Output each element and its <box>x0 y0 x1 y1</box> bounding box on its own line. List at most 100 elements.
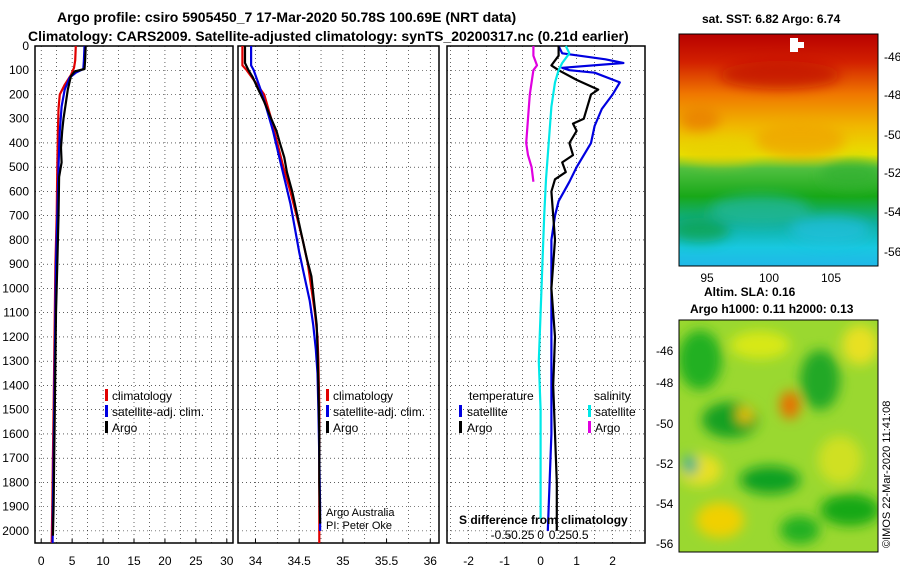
diff-legend-sal-satellite-label: satellite <box>595 405 636 419</box>
x-tick-label-salinity: -0.5 <box>491 528 512 542</box>
y-tick-label: 1100 <box>3 306 29 320</box>
y-tick-label: 400 <box>9 136 29 150</box>
x-tick-label: 10 <box>96 554 110 568</box>
imos-watermark: ©IMOS 22-Mar-2020 11:41:08 <box>881 401 893 548</box>
sst-y-tick-label: -50 <box>884 128 900 142</box>
credit-line2: PI: Peter Oke <box>326 520 392 532</box>
x-tick-label: 25 <box>189 554 203 568</box>
sla-y-tick-label: -52 <box>656 457 674 471</box>
x-tick-label: 20 <box>158 554 172 568</box>
legend-argo-label: Argo <box>112 421 138 435</box>
x-tick-label: 34 <box>249 554 263 568</box>
y-tick-label: 900 <box>9 257 29 271</box>
sst-y-tick-label: -48 <box>884 88 900 102</box>
y-tick-label: 300 <box>9 112 29 126</box>
series-argo <box>51 45 87 536</box>
sla-map-title-line1: Altim. SLA: 0.16 <box>704 285 796 299</box>
salinity-legend-argo-swatch <box>326 421 329 433</box>
y-tick-label: 1900 <box>2 500 29 514</box>
legend-argo-swatch <box>105 421 108 433</box>
y-tick-label: 0 <box>22 39 29 53</box>
x-tick-label: 35.5 <box>375 554 399 568</box>
x-tick-label-salinity: 0 <box>537 528 544 542</box>
grid-layer <box>35 45 645 543</box>
y-tick-label: 100 <box>9 63 29 77</box>
salinity-legend-climatology-label: climatology <box>333 389 393 403</box>
y-tick-label: 1200 <box>2 330 29 344</box>
diff-legend-temp-argo-swatch <box>459 421 462 433</box>
diff-legend-temp-satellite-label: satellite <box>467 405 508 419</box>
y-tick-label: 1300 <box>2 354 29 368</box>
sla-y-tick-label: -50 <box>656 417 674 431</box>
y-tick-label: 1000 <box>2 281 29 295</box>
sst-y-tick-label: -54 <box>884 205 900 219</box>
legend-climatology-label: climatology <box>112 389 172 403</box>
sst-map-frame <box>678 33 879 267</box>
sst-y-tick-label: -46 <box>884 50 900 64</box>
x-tick-label-temperature: 1 <box>573 554 580 568</box>
sla-y-tick-label: -56 <box>656 537 674 551</box>
diff-legend-sal-argo-swatch <box>588 421 591 433</box>
x-tick-label-salinity: 0.5 <box>572 528 589 542</box>
sst-y-tick-label: -52 <box>884 166 900 180</box>
sla-map-title-line2: Argo h1000: 0.11 h2000: 0.13 <box>690 302 854 316</box>
salinity-legend-satellite-label: satellite-adj. clim. <box>333 405 425 419</box>
x-tick-label-temperature: 0 <box>537 554 544 568</box>
legend-climatology-swatch <box>105 389 108 401</box>
y-tick-label: 2000 <box>2 524 29 538</box>
y-tick-label: 500 <box>9 160 29 174</box>
sla-y-tick-label: -46 <box>656 344 674 358</box>
series-layer <box>50 45 625 544</box>
y-tick-label: 1800 <box>2 475 29 489</box>
x-tick-label-temperature: -1 <box>499 554 510 568</box>
salinity-legend-satellite-swatch <box>326 405 329 417</box>
tick-layer: 0 5 10 15 20 25 300100200300400500600700800900… <box>2 39 900 568</box>
salinity-legend-climatology-swatch <box>326 389 329 401</box>
credit-line1: Argo Australia <box>326 507 395 519</box>
diff-legend-temp-argo-label: Argo <box>467 421 493 435</box>
x-tick-label-salinity: -0.25 <box>507 528 535 542</box>
sst-y-tick-label: -56 <box>884 245 900 259</box>
diff-legend-temperature-title: temperature <box>469 389 534 403</box>
diff-legend-sal-satellite-swatch <box>588 405 591 417</box>
difference-xlabel: S difference from climatology <box>459 513 628 527</box>
legend-satellite-swatch <box>105 405 108 417</box>
sst-map-image <box>679 34 878 266</box>
title-line2: Climatology: CARS2009. Satellite-adjuste… <box>28 28 629 44</box>
y-tick-label: 600 <box>9 184 29 198</box>
y-tick-label: 1600 <box>2 427 29 441</box>
x-tick-label: 36 <box>424 554 438 568</box>
x-tick-label: 35 <box>336 554 350 568</box>
difference-panel-frame <box>446 45 646 544</box>
series-salinity-satellite <box>537 45 571 519</box>
title-line1: Argo profile: csiro 5905450_7 17-Mar-202… <box>57 9 516 25</box>
sla-map-image <box>679 320 878 552</box>
sla-map-frame <box>678 319 879 553</box>
diff-legend-salinity-title: salinity <box>594 389 631 403</box>
series-argo <box>243 46 322 524</box>
x-tick-label: 5 <box>69 554 76 568</box>
x-tick-label-salinity: 0.25 <box>549 528 573 542</box>
sst-x-tick-label: 95 <box>700 271 714 285</box>
legend-satellite-label: satellite-adj. clim. <box>112 405 204 419</box>
sst-x-tick-label: 100 <box>759 271 779 285</box>
diff-legend-sal-argo-label: Argo <box>595 421 621 435</box>
sst-map-title: sat. SST: 6.82 Argo: 6.74 <box>702 12 841 26</box>
series-salinity-argo <box>525 46 539 182</box>
y-tick-label: 1700 <box>2 451 29 465</box>
salinity-legend-argo-label: Argo <box>333 421 359 435</box>
salinity-panel-frame <box>237 45 440 544</box>
series-temperature-argo <box>550 46 600 531</box>
sla-y-tick-label: -48 <box>656 376 674 390</box>
diff-legend-temp-satellite-swatch <box>459 405 462 417</box>
x-tick-label: 15 <box>127 554 141 568</box>
x-tick-label: 30 <box>220 554 234 568</box>
x-tick-label-temperature: -2 <box>463 554 474 568</box>
sla-y-tick-label: -54 <box>656 497 674 511</box>
y-tick-label: 700 <box>9 209 29 223</box>
x-tick-label: 34.5 <box>287 554 311 568</box>
y-tick-label: 200 <box>9 87 29 101</box>
series-temperature-satellite <box>546 45 625 531</box>
y-tick-label: 800 <box>9 233 29 247</box>
